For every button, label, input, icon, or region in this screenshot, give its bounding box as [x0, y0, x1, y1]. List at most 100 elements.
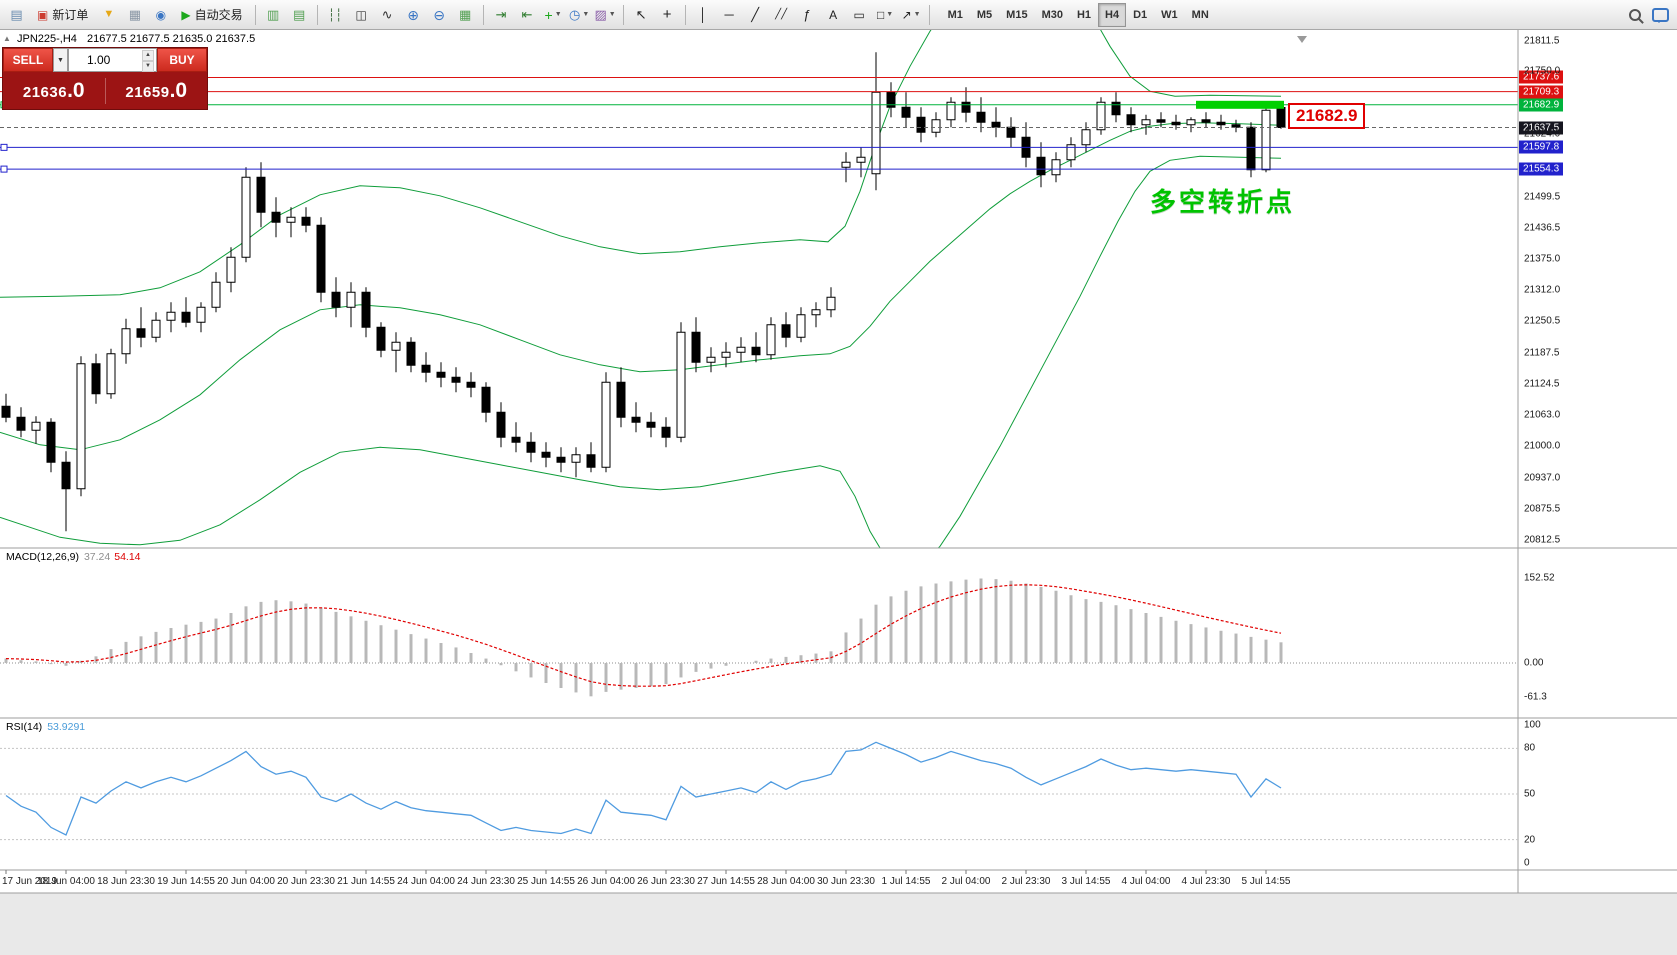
time-axis-label: 18 Jun 23:30	[97, 876, 155, 887]
chart-file-icon[interactable]: ▤	[4, 2, 29, 28]
rsi-tick-label: 50	[1524, 788, 1536, 800]
toolbar-separator	[684, 4, 686, 25]
buy-button[interactable]: BUY	[157, 48, 207, 72]
vertical-line-icon[interactable]: │	[691, 2, 716, 28]
profiles-icon-icon: ▼	[103, 8, 115, 20]
fibonacci-icon[interactable]: ƒ	[795, 2, 820, 28]
volume-spinner: ▲ ▼	[142, 50, 154, 72]
timeframe-m15-button[interactable]: M15	[1006, 8, 1028, 21]
rsi-indicator-label: RSI(14) 53.9291	[6, 721, 85, 733]
bar-chart-type-icon[interactable]: ┆┆	[323, 2, 348, 28]
rsi-line	[5, 741, 1282, 836]
line-chart-type-icon[interactable]: ∿	[375, 2, 400, 28]
community-icon[interactable]: ◉	[148, 2, 173, 28]
new-order-icon: ▣	[37, 7, 49, 22]
crosshair-icon[interactable]: +	[655, 2, 680, 28]
timeframe-h4-button[interactable]: H4	[1098, 2, 1127, 27]
sell-button[interactable]: SELL	[3, 48, 53, 72]
shapes-button[interactable]: □ ▼	[873, 2, 898, 28]
text-icon-icon: A	[829, 7, 838, 22]
price-tick-label: 21250.5	[1524, 315, 1561, 327]
ohlc-values: 21677.5 21677.5 21635.0 21637.5	[86, 33, 256, 45]
autotrading-button[interactable]: ▶ 自动交易	[174, 2, 249, 28]
community-icon-icon: ◉	[155, 7, 167, 22]
print-icon[interactable]: ▦	[122, 2, 147, 28]
volume-field[interactable]: 1.00 ▲ ▼	[68, 48, 157, 72]
templates-icon: ▨	[594, 7, 607, 22]
templates-button-caret-icon: ▼	[608, 11, 616, 18]
label-icon-icon: ▭	[853, 7, 865, 22]
templates-button[interactable]: ▨ ▼	[593, 2, 618, 28]
shapes-button-caret-icon: ▼	[886, 11, 894, 18]
chart-shift-icon[interactable]: ⇤	[515, 2, 540, 28]
auto-scroll-icon[interactable]: ⇥	[489, 2, 514, 28]
time-axis-label: 26 Jun 04:00	[577, 876, 635, 887]
cursor-icon[interactable]: ↖	[629, 2, 654, 28]
chart-shift-marker-icon	[1297, 36, 1307, 43]
bollinger-lower-line	[0, 155, 1282, 548]
text-icon[interactable]: A	[821, 2, 846, 28]
time-axis-label: 21 Jun 14:55	[337, 876, 395, 887]
periods-button[interactable]: ◷ ▼	[567, 2, 592, 28]
chat-button[interactable]	[1648, 2, 1673, 28]
profiles-icon[interactable]: ▼	[96, 2, 121, 28]
sell-price-display[interactable]: 21636.0	[3, 79, 105, 103]
macd-histogram	[4, 578, 1283, 697]
volume-decrease-button[interactable]: ▼	[142, 61, 154, 72]
timeframe-m30-button[interactable]: M30	[1041, 8, 1063, 21]
candlestick-type-icon[interactable]: ◫	[349, 2, 374, 28]
horizontal-line-icon[interactable]: ─	[717, 2, 742, 28]
label-icon[interactable]: ▭	[847, 2, 872, 28]
indicators-button[interactable]: + ▼	[541, 2, 566, 28]
timeframe-m5-button[interactable]: M5	[976, 8, 993, 21]
rsi-value: 53.9291	[47, 721, 86, 733]
candlestick-type-icon-icon: ◫	[355, 7, 367, 22]
time-axis-label: 20 Jun 04:00	[217, 876, 275, 887]
zoom-in-icon-icon: ⊕	[407, 6, 419, 23]
chart-list-icon[interactable]: ▤	[287, 2, 312, 28]
line-handle[interactable]	[0, 165, 8, 173]
timeframe-mn-button[interactable]: MN	[1191, 8, 1209, 21]
highlight-segment[interactable]	[1196, 100, 1284, 109]
search-icon	[1628, 8, 1641, 21]
tile-windows-icon[interactable]: ▦	[453, 2, 478, 28]
price-tick-label: 20875.5	[1524, 503, 1561, 514]
toolbar-separator	[482, 4, 484, 25]
time-axis-label: 20 Jun 23:30	[277, 876, 335, 887]
collapse-trade-panel-icon[interactable]: ▲	[3, 34, 11, 43]
channel-icon[interactable]: ╱╱	[769, 2, 794, 28]
trendline-icon[interactable]: ╱	[743, 2, 768, 28]
price-tick-label: 21000.0	[1524, 440, 1561, 452]
zoom-in-icon[interactable]: ⊕	[401, 2, 426, 28]
price-level-label-21637.5: 21637.5	[1519, 121, 1564, 134]
chart-file-icon-icon: ▤	[10, 7, 23, 22]
macd-tick-label: 152.52	[1524, 572, 1555, 584]
timeframe-w1-button[interactable]: W1	[1161, 8, 1178, 21]
rsi-tick-label: 80	[1524, 742, 1536, 754]
price-level-label-21554.3: 21554.3	[1519, 162, 1564, 176]
new-chart-icon[interactable]: ▥	[261, 2, 286, 28]
time-axis-label: 5 Jul 14:55	[1241, 876, 1291, 887]
volume-increase-button[interactable]: ▲	[142, 50, 154, 61]
rsi-name: RSI(14)	[6, 721, 43, 733]
zoom-out-icon[interactable]: ⊖	[427, 2, 452, 28]
price-callout-label[interactable]: 21682.9	[1288, 103, 1366, 129]
line-handle[interactable]	[0, 143, 8, 151]
trade-options-dropdown[interactable]: ▼	[53, 48, 68, 72]
timeframe-h1-button[interactable]: H1	[1076, 8, 1092, 21]
new-order-button[interactable]: ▣ 新订单	[30, 2, 95, 28]
price-tick-label: 21375.0	[1524, 253, 1561, 265]
buy-price-display[interactable]: 21659.0	[106, 79, 208, 103]
chart-shift-icon-icon: ⇤	[521, 7, 533, 22]
timeframe-m1-button[interactable]: M1	[947, 8, 963, 21]
print-icon-icon: ▦	[128, 7, 141, 22]
search-button[interactable]	[1622, 2, 1647, 28]
rsi-tick-label: 20	[1524, 834, 1536, 846]
macd-name: MACD(12,26,9)	[6, 551, 79, 563]
timeframe-d1-button[interactable]: D1	[1133, 8, 1148, 21]
arrows-button[interactable]: ↗ ▼	[899, 2, 924, 28]
price-tick-label: 21750.0	[1524, 65, 1561, 77]
chart-annotation-text[interactable]: 多空转折点	[1150, 187, 1296, 217]
price-tick-label: 21187.5	[1524, 347, 1560, 358]
